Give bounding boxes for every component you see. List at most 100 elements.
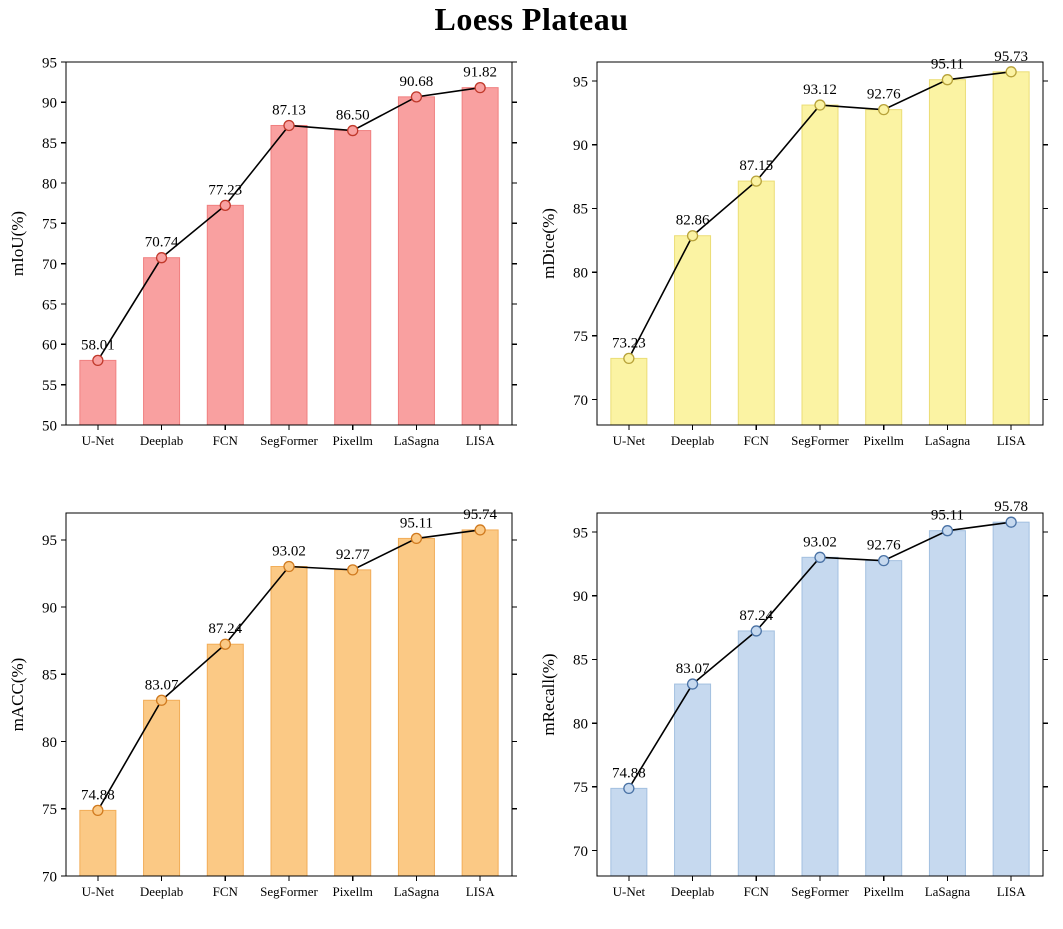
y-tick-label: 90 [573,138,588,154]
value-label-pixellm: 86.50 [335,108,369,124]
value-label-fcn: 87.24 [739,608,773,624]
marker-pixellm [346,124,358,137]
value-label-pixellm: 92.76 [867,538,901,554]
y-tick-label: 95 [42,55,57,71]
value-label-pixellm: 92.77 [335,547,369,563]
bar-pixellm [865,560,903,877]
marker-pixellm [878,554,890,567]
marker-lasagna [410,532,422,545]
x-tick-label-lasagna: LaSagna [393,884,439,899]
marker-segformer [282,560,295,573]
y-tick-label: 70 [573,393,588,409]
x-tick-label-lisa: LISA [465,884,495,899]
y-tick-label: 85 [573,202,588,218]
x-tick-label-pixellm: Pixellm [863,433,903,448]
marker-lasagna [410,91,422,103]
y-tick-label: 95 [42,533,57,549]
x-tick-label-fcn: FCN [744,433,770,448]
marker-deeplab [686,230,699,242]
bar-lasagna [397,96,435,426]
marker-u-net [91,804,104,817]
bar-u-net [610,357,648,426]
value-label-lisa: 95.73 [994,49,1028,65]
bar-deeplab [674,235,712,426]
chart-svg: 50 55 60 65 70 75 80 85 90 95 U-Net Deeplab FCN SegFo… [8,55,517,448]
x-tick-label-u-net: U-Net [81,884,114,899]
y-axis-title: mRecall(%) [539,653,558,735]
x-tick-label-fcn: FCN [744,884,770,899]
marker-segformer [282,119,295,132]
x-tick-label-u-net: U-Net [613,433,646,448]
value-label-lasagna: 90.68 [399,74,433,90]
marker-lisa [1005,66,1017,78]
value-label-deeplab: 70.74 [144,235,178,251]
bar-segformer [801,556,839,877]
y-tick-label: 75 [42,217,57,233]
y-tick-label: 50 [42,418,57,434]
value-label-u-net: 74.88 [612,765,646,781]
bar-u-net [78,359,116,426]
y-tick-label: 70 [42,869,57,885]
value-label-lasagna: 95.11 [931,57,964,73]
y-tick-label: 85 [573,653,588,669]
bar-deeplab [142,257,180,426]
bar-segformer [801,104,839,426]
marker-lasagna [941,74,954,86]
chart-macc-panel: 70 75 80 85 90 95 U-Net Deeplab FCN SegFormer Pixe… [6,491,526,916]
x-tick-label-lisa: LISA [997,433,1027,448]
marker-deeplab [155,694,167,706]
marker-deeplab [155,252,167,264]
marker-lisa [1005,516,1017,528]
bar-u-net [610,787,648,877]
x-tick-label-pixellm: Pixellm [332,433,372,448]
x-tick-label-deeplab: Deeplab [139,433,182,448]
x-tick-label-u-net: U-Net [81,433,114,448]
value-label-deeplab: 83.07 [144,677,178,693]
marker-u-net [623,782,635,795]
value-label-u-net: 58.01 [80,337,114,353]
x-tick-label-fcn: FCN [212,884,238,899]
y-tick-label: 95 [573,525,588,541]
value-label-segformer: 93.02 [803,534,837,550]
x-tick-label-u-net: U-Net [613,884,646,899]
bar-pixellm [865,109,903,426]
value-label-fcn: 77.23 [208,182,242,198]
y-tick-label: 90 [42,96,57,112]
x-tick-label-fcn: FCN [212,433,238,448]
marker-fcn [750,175,762,187]
y-tick-label: 55 [42,378,57,394]
y-tick-label: 80 [573,265,588,281]
x-tick-label-lasagna: LaSagna [393,433,439,448]
x-tick-label-lasagna: LaSagna [925,433,971,448]
value-label-lisa: 91.82 [463,65,497,81]
value-label-fcn: 87.15 [739,158,773,174]
bar-segformer [270,124,307,426]
bar-deeplab [142,699,180,877]
value-label-segformer: 93.12 [803,82,837,98]
y-tick-label: 95 [573,74,588,90]
y-tick-label: 70 [42,257,57,273]
y-tick-label: 75 [573,780,588,796]
marker-lisa [473,82,486,94]
y-tick-label: 70 [573,844,588,860]
marker-u-net [91,354,104,367]
value-label-lisa: 95.78 [994,499,1028,515]
chart-mdice-panel: 70 75 80 85 90 95 U-Net Deeplab FCN SegFormer Pixe… [537,40,1057,465]
marker-fcn [219,638,231,650]
y-tick-label: 85 [42,136,57,152]
value-label-segformer: 93.02 [272,544,306,560]
bar-lisa [461,529,499,877]
value-label-fcn: 87.24 [208,621,242,637]
marker-deeplab [686,678,699,690]
value-label-pixellm: 92.76 [867,87,901,103]
y-tick-label: 75 [42,802,57,818]
y-tick-label: 80 [42,735,57,751]
x-tick-label-deeplab: Deeplab [671,433,714,448]
chart-svg: 70 75 80 85 90 95 U-Net Deeplab FCN SegFormer Pixe… [539,499,1048,899]
x-tick-label-pixellm: Pixellm [863,884,903,899]
x-tick-label-lisa: LISA [465,433,495,448]
bar-fcn [737,630,775,877]
x-tick-label-lasagna: LaSagna [925,884,971,899]
marker-pixellm [346,564,358,576]
value-label-lisa: 95.74 [463,507,497,523]
